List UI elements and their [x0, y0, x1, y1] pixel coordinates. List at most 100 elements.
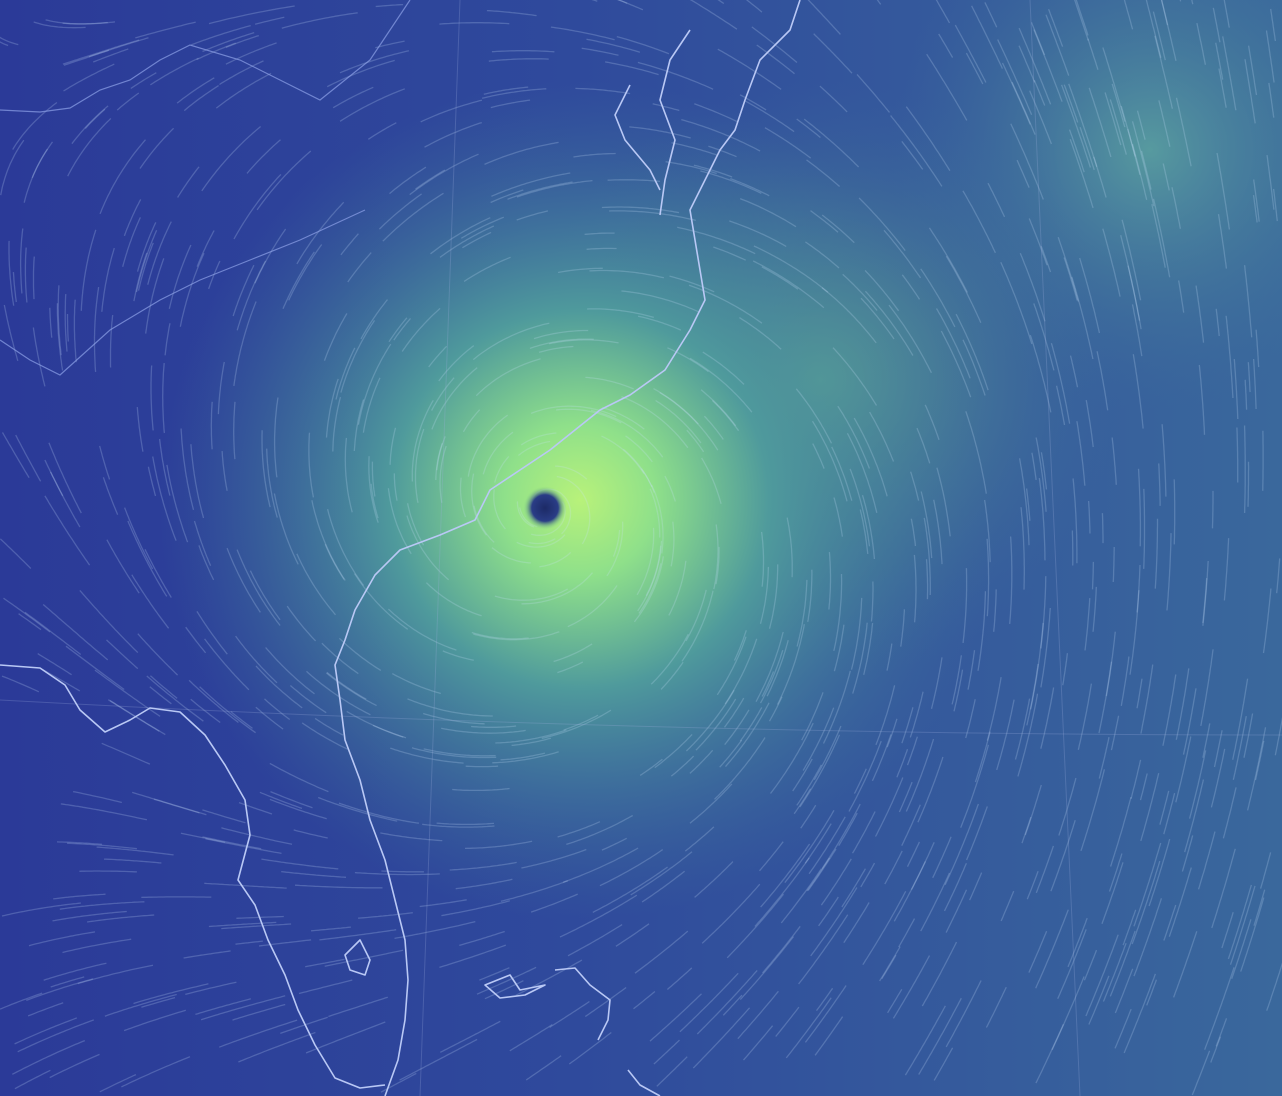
chesapeake-western-shore [614, 84, 661, 191]
wind-streamline [1252, 194, 1258, 223]
wind-streamline [1225, 315, 1234, 399]
wind-streamline [860, 862, 876, 888]
wind-streamline [562, 847, 639, 883]
wind-streamline [14, 1017, 78, 1045]
wind-streamline [1140, 773, 1160, 842]
wind-streamline [180, 428, 195, 511]
wind-streamline [807, 848, 837, 891]
wind-streamline [1172, 931, 1198, 998]
wind-streamline [3, 597, 51, 633]
wind-streamline [476, 966, 537, 995]
wind-streamline [969, 872, 983, 901]
wind-streamline [1, 675, 40, 693]
wind-streamline [1029, 622, 1044, 710]
wind-streamline [641, 870, 686, 903]
wind-streamline [23, 141, 54, 203]
state-border [0, 0, 411, 113]
wind-streamline [668, 560, 687, 616]
wind-streamline [1254, 740, 1265, 781]
wind-streamline [828, 552, 832, 610]
wind-streamline [150, 57, 199, 86]
wind-streamline [133, 983, 209, 1005]
atlantic-coastline [334, 0, 801, 1096]
wind-streamline [784, 809, 835, 884]
wind-streamline [1232, 678, 1249, 760]
wind-streamline [255, 665, 303, 709]
wind-streamline [559, 894, 638, 938]
wind-streamline [31, 148, 49, 178]
wind-streamline [442, 650, 474, 661]
wind-streamline [886, 643, 893, 671]
wind-streamline [438, 345, 475, 382]
wind-streamline [581, 47, 619, 56]
wind-streamline [669, 275, 715, 293]
wind-streamline [296, 553, 336, 616]
wind-streamline [926, 53, 968, 121]
wind-streamline [12, 1039, 86, 1075]
wind-streamline [639, 758, 663, 776]
wind-streamline [357, 343, 392, 425]
wind-streamline [1018, 27, 1052, 105]
wind-streamline [439, 225, 495, 258]
wind-streamline [153, 798, 200, 814]
wind-streamline [755, 631, 784, 703]
wind-streamline [473, 631, 560, 641]
wind-streamline [1236, 427, 1239, 483]
wind-streamline [768, 696, 783, 722]
wind-streamline [1253, 179, 1260, 222]
wind-streamline [265, 647, 315, 695]
wind-streamline [756, 44, 795, 75]
wind-streamline [411, 399, 434, 482]
wind-streamline [796, 579, 808, 647]
wind-streamline [332, 86, 374, 109]
wind-streamline [507, 181, 573, 200]
wind-streamline [314, 717, 344, 736]
wind-streamline [1173, 479, 1176, 545]
wind-streamline [1221, 912, 1234, 949]
wind-streamline [339, 50, 410, 74]
wind-streamline [200, 995, 286, 1021]
wind-streamline [875, 685, 896, 746]
wind-streamline [1175, 668, 1190, 740]
wind-streamline [923, 517, 931, 596]
wind-streamline [136, 407, 144, 452]
wind-streamline [953, 669, 964, 712]
wind-streamline [490, 99, 531, 109]
wind-streamline [556, 475, 591, 545]
wind-streamline [406, 503, 425, 546]
wind-streamline [1018, 45, 1036, 83]
wind-streamline [1143, 488, 1146, 569]
wind-streamline [196, 230, 215, 267]
wind-streamline [701, 883, 761, 944]
wind-streamline [1110, 715, 1120, 751]
wind-streamline [636, 527, 655, 596]
wind-streamline [776, 624, 805, 705]
wind-streamline [1060, 84, 1092, 168]
wind-streamline [298, 979, 353, 995]
wind-streamline [812, 443, 825, 469]
wind-streamline [711, 400, 740, 432]
wind-streamline [391, 673, 441, 695]
wind-streamline [700, 170, 762, 194]
wind-streamline [689, 783, 733, 824]
wind-streamline [920, 491, 933, 559]
wind-streamline [637, 315, 682, 331]
wind-streamline [1243, 425, 1246, 514]
wind-streamline [1093, 156, 1107, 198]
wind-streamline [96, 846, 174, 856]
wind-streamline [654, 733, 693, 769]
wind-streamline [439, 944, 507, 969]
wind-streamline [375, 40, 405, 49]
wind-streamline [1098, 661, 1113, 734]
wind-streamline [1215, 308, 1220, 337]
wind-streamline [226, 547, 261, 613]
wind-streamline [666, 967, 693, 990]
wind-streamline [606, 521, 624, 577]
wind-streamline [985, 986, 1007, 1028]
wind-streamline [986, 676, 1002, 741]
wind-streamline [370, 483, 379, 519]
wind-streamline [1276, 558, 1281, 594]
wind-streamline [637, 540, 663, 612]
